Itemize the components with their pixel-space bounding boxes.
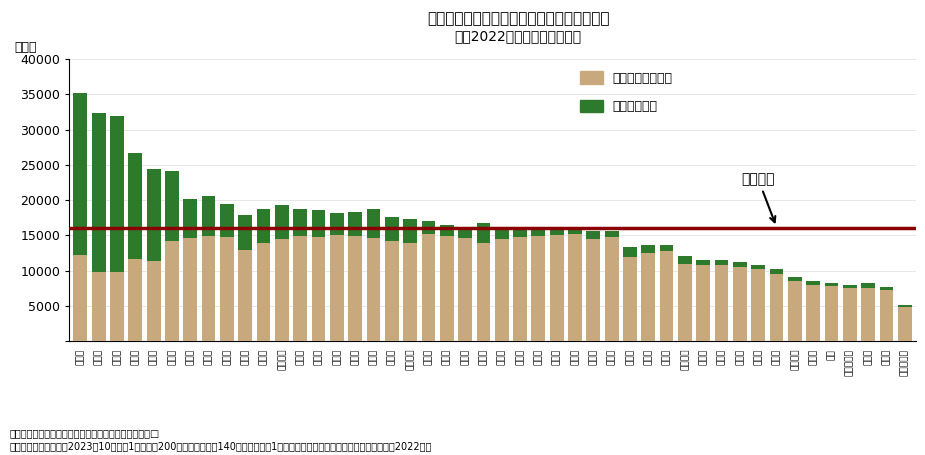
Text: ガソリン・灯油価格上昇による年間負担増額: ガソリン・灯油価格上昇による年間負担増額 bbox=[426, 11, 610, 26]
Bar bbox=[641, 253, 655, 341]
Bar bbox=[366, 209, 380, 238]
Bar bbox=[458, 228, 472, 238]
Bar bbox=[330, 213, 344, 236]
Bar bbox=[147, 169, 161, 261]
Bar bbox=[568, 230, 582, 234]
Bar bbox=[623, 257, 636, 341]
Legend: ガソリン負担増分, 灯油負担増分: ガソリン負担増分, 灯油負担増分 bbox=[580, 71, 672, 113]
Bar bbox=[880, 287, 894, 290]
Bar bbox=[183, 238, 197, 341]
Text: 全国平均: 全国平均 bbox=[742, 172, 775, 222]
Bar bbox=[751, 269, 765, 341]
Bar bbox=[788, 277, 802, 281]
Bar bbox=[898, 308, 912, 341]
Bar bbox=[257, 243, 270, 341]
Bar bbox=[476, 223, 490, 243]
Bar bbox=[549, 236, 563, 341]
Bar bbox=[110, 272, 124, 341]
Bar bbox=[495, 229, 509, 239]
Bar bbox=[807, 285, 820, 341]
Bar bbox=[697, 260, 710, 265]
Bar bbox=[110, 116, 124, 272]
Bar bbox=[824, 283, 838, 286]
Bar bbox=[476, 243, 490, 341]
Bar bbox=[147, 261, 161, 341]
Bar bbox=[623, 247, 636, 257]
Bar bbox=[330, 236, 344, 341]
Bar bbox=[532, 236, 545, 341]
Bar bbox=[129, 153, 142, 259]
Bar bbox=[257, 209, 270, 243]
Bar bbox=[422, 234, 436, 341]
Bar bbox=[678, 256, 692, 264]
Bar bbox=[770, 269, 783, 274]
Bar bbox=[422, 221, 436, 234]
Bar bbox=[568, 234, 582, 341]
Bar bbox=[349, 236, 362, 341]
Bar bbox=[880, 290, 894, 341]
Bar bbox=[843, 288, 857, 341]
Bar bbox=[220, 237, 234, 341]
Bar bbox=[220, 204, 234, 237]
Bar bbox=[513, 237, 527, 341]
Bar bbox=[532, 228, 545, 236]
Bar bbox=[605, 237, 619, 341]
Bar bbox=[660, 245, 673, 251]
Bar bbox=[293, 209, 307, 236]
Bar bbox=[202, 196, 216, 236]
Bar bbox=[788, 281, 802, 341]
Bar bbox=[495, 239, 509, 341]
Bar bbox=[92, 272, 105, 341]
Bar bbox=[586, 239, 600, 341]
Bar bbox=[861, 283, 875, 288]
Bar bbox=[440, 236, 453, 341]
Bar bbox=[586, 231, 600, 239]
Text: （円）: （円） bbox=[15, 40, 37, 54]
Bar bbox=[403, 219, 417, 243]
Bar bbox=[641, 245, 655, 253]
Bar bbox=[440, 225, 453, 236]
Bar bbox=[843, 285, 857, 288]
Bar bbox=[239, 249, 253, 341]
Bar bbox=[129, 259, 142, 341]
Bar bbox=[73, 93, 87, 255]
Bar bbox=[697, 265, 710, 341]
Bar bbox=[751, 265, 765, 269]
Bar bbox=[513, 229, 527, 237]
Bar bbox=[824, 286, 838, 341]
Bar bbox=[293, 236, 307, 341]
Bar bbox=[385, 217, 399, 241]
Bar bbox=[733, 262, 746, 267]
Bar bbox=[275, 205, 289, 239]
Bar bbox=[715, 265, 728, 341]
Bar bbox=[605, 231, 619, 237]
Text: （出所）総務省統計局「家計調査報告」より筆者試算□: （出所）総務省統計局「家計調査報告」より筆者試算□ bbox=[9, 428, 159, 438]
Bar bbox=[861, 288, 875, 341]
Text: （注）ガソリン価格が2023年10月以降1リットル200円、灯油価格が140円に上昇し、1年間その水準で推移した場合の負担増額（対2022年）: （注）ガソリン価格が2023年10月以降1リットル200円、灯油価格が140円に… bbox=[9, 441, 432, 451]
Bar bbox=[275, 239, 289, 341]
Bar bbox=[733, 267, 746, 341]
Bar bbox=[92, 113, 105, 272]
Bar bbox=[678, 264, 692, 341]
Bar bbox=[715, 260, 728, 265]
Bar bbox=[349, 212, 362, 236]
Bar bbox=[807, 281, 820, 285]
Bar bbox=[660, 251, 673, 341]
Text: （対2022年、一世帯あたり）: （対2022年、一世帯あたり） bbox=[454, 30, 582, 44]
Bar bbox=[403, 243, 417, 341]
Bar bbox=[458, 238, 472, 341]
Bar bbox=[312, 237, 326, 341]
Bar bbox=[73, 255, 87, 341]
Bar bbox=[183, 199, 197, 238]
Bar bbox=[898, 305, 912, 308]
Bar bbox=[239, 215, 253, 249]
Bar bbox=[202, 236, 216, 341]
Bar bbox=[549, 229, 563, 236]
Bar bbox=[385, 241, 399, 341]
Bar bbox=[312, 210, 326, 237]
Bar bbox=[165, 241, 179, 341]
Bar bbox=[165, 171, 179, 241]
Bar bbox=[770, 274, 783, 341]
Bar bbox=[366, 238, 380, 341]
